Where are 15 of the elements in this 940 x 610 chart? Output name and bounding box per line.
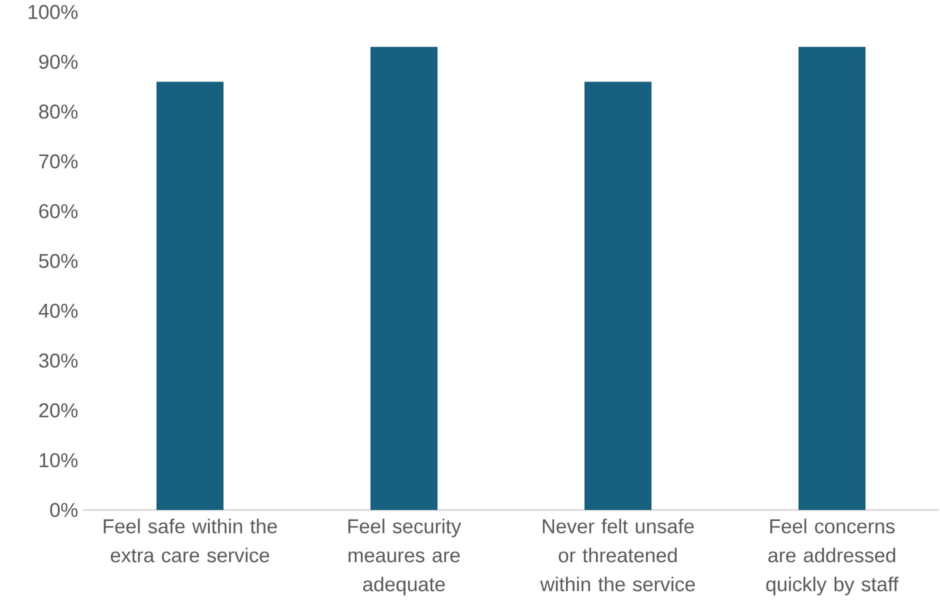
x-tick-label: Feel safe within the extra care service — [104, 518, 277, 562]
y-tick-label: 50% — [39, 254, 78, 268]
y-tick-label: 100% — [28, 4, 78, 20]
y-tick-label: 0% — [50, 502, 78, 518]
x-tick-label: Feel concerns are addressed quickly by staff — [766, 518, 899, 596]
y-tick-label: 30% — [39, 354, 78, 368]
y-tick-label: 60% — [39, 204, 78, 218]
x-tick-label: Never felt unsafe or threatened within the service — [540, 518, 695, 592]
y-tick-label: 70% — [39, 154, 78, 168]
y-tick-label: 40% — [38, 304, 78, 318]
y-tick-label: 20% — [39, 403, 78, 418]
y-tick-label: 80% — [39, 104, 78, 119]
y-tick-label: 10% — [40, 453, 78, 468]
x-tick-label: Feel security meaures are adequate — [348, 518, 462, 596]
y-tick-label: 90% — [39, 54, 78, 69]
